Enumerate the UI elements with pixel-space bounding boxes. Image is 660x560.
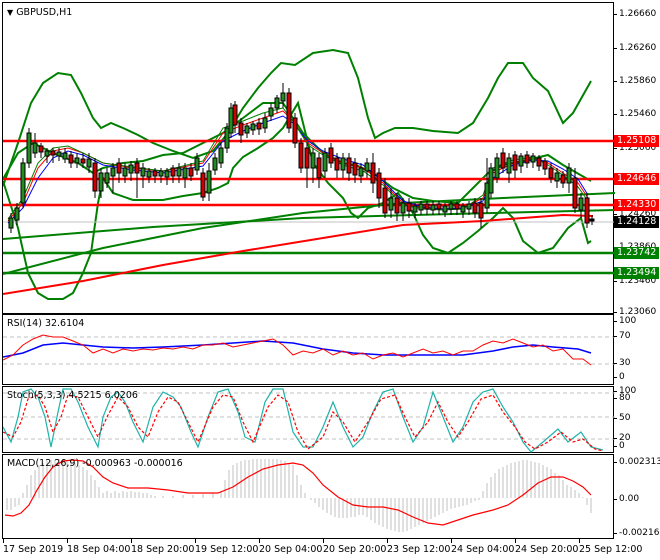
time-label: 25 Sep 12:00 [579,544,643,555]
resistance-level-label: 1.25108 [614,135,659,147]
rsi-tick: 0 [613,372,625,382]
rsi-title: RSI(14) 32.6104 [7,318,85,329]
resistance-level-label: 1.24646 [614,173,659,185]
stochastic-panel[interactable]: Stoch(5,3,3) 4.5215 6.0206 [2,386,615,453]
macd-title: MACD(12,26,9) -0.000963 -0.000016 [7,458,183,469]
price-axis: 1.26660 1.26260 1.25860 1.25460 1.25060 … [612,2,660,317]
price-tick: 1.26660 [612,9,656,19]
stoch-tick: 80 [612,393,630,403]
macd-histogram [6,459,592,532]
time-label: 20 Sep 04:00 [259,544,323,555]
rsi-canvas [3,334,615,366]
stochastic-axis: 100 80 50 20 0 [612,386,660,453]
rsi-panel[interactable]: RSI(14) 32.6104 [2,314,615,385]
time-label: 18 Sep 04:00 [67,544,131,555]
macd-tick: 0.00 [612,494,639,504]
macd-tick: -0.002165 [612,528,660,538]
support-level-label: 1.23494 [614,267,659,279]
price-chart-panel[interactable]: ▼ GBPUSD,H1 [2,2,615,314]
stochastic-title: Stoch(5,3,3) 4.5215 6.0206 [7,390,138,401]
stoch-tick: 0 [613,441,625,451]
rsi-axis: 100 70 30 0 [612,314,660,385]
price-tick: 1.25860 [612,76,656,86]
time-label: 17 Sep 2019 [3,544,64,555]
price-tick: 1.24260 [612,209,656,219]
stoch-tick: 50 [612,413,630,423]
macd-canvas [4,459,592,532]
time-label: 19 Sep 12:00 [195,544,259,555]
price-tick: 1.26260 [612,43,656,53]
chevron-down-icon[interactable]: ▼ [7,8,14,17]
chart-title: ▼ GBPUSD,H1 [7,7,73,18]
time-label: 23 Sep 12:00 [387,544,451,555]
rsi-tick: 100 [612,316,636,326]
price-chart-canvas [3,48,615,300]
macd-tick: 0.002313 [613,457,660,467]
candles [8,83,595,233]
stochastic-canvas [3,388,615,453]
price-tick: 1.25060 [612,143,656,153]
rsi-tick: 70 [612,331,630,341]
macd-panel[interactable]: MACD(12,26,9) -0.000963 -0.000016 [2,454,614,539]
stoch-tick: 20 [612,433,630,443]
support-level-label: 1.23742 [614,247,659,259]
resistance-level-label: 1.24330 [614,199,659,211]
price-tick: 1.23460 [612,276,656,286]
current-price-label: 1.24128 [614,216,659,228]
time-label: 24 Sep 20:00 [515,544,579,555]
price-tick: 1.23060 [612,307,656,317]
stoch-tick: 100 [612,386,636,396]
time-label: 18 Sep 20:00 [131,544,195,555]
time-label: 20 Sep 20:00 [323,544,387,555]
rsi-tick: 30 [612,358,630,368]
time-label: 24 Sep 04:00 [451,544,515,555]
macd-axis: 0.002313 0.00 -0.002165 [612,454,660,539]
price-tick: 1.25460 [612,109,656,119]
